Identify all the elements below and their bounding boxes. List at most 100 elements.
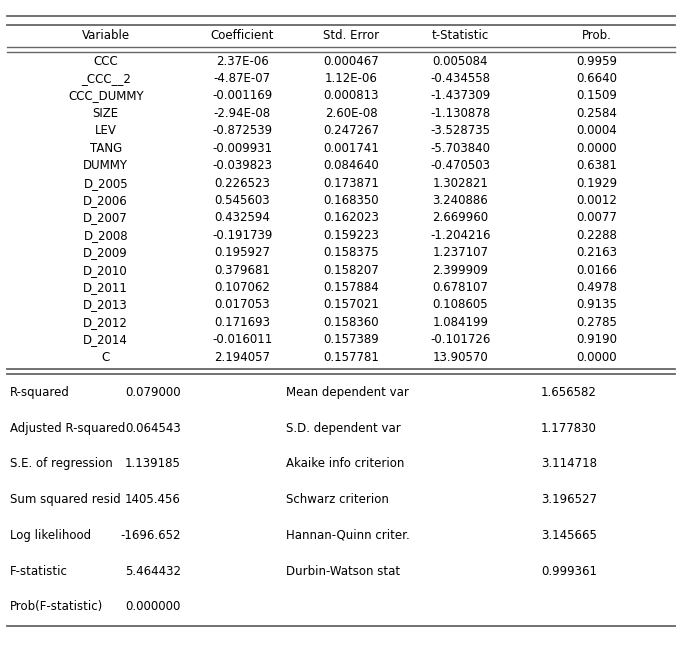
Text: 13.90570: 13.90570 <box>432 351 488 364</box>
Text: 0.999361: 0.999361 <box>541 565 597 578</box>
Text: -2.94E-08: -2.94E-08 <box>213 107 271 120</box>
Text: Prob.: Prob. <box>582 29 612 42</box>
Text: 0.2584: 0.2584 <box>576 107 617 120</box>
Text: 0.157389: 0.157389 <box>323 333 379 346</box>
Text: 0.9959: 0.9959 <box>576 55 617 68</box>
Text: 0.1509: 0.1509 <box>576 90 617 103</box>
Text: Coefficient: Coefficient <box>210 29 274 42</box>
Text: D_2011: D_2011 <box>83 281 128 294</box>
Text: 0.000467: 0.000467 <box>323 55 379 68</box>
Text: Adjusted R-squared: Adjusted R-squared <box>10 422 125 435</box>
Text: Sum squared resid: Sum squared resid <box>10 493 121 506</box>
Text: -1.130878: -1.130878 <box>430 107 490 120</box>
Text: -0.470503: -0.470503 <box>430 159 490 172</box>
Text: 0.2288: 0.2288 <box>576 229 617 242</box>
Text: -0.872539: -0.872539 <box>212 124 272 137</box>
Text: -0.191739: -0.191739 <box>212 229 272 242</box>
Text: 0.2163: 0.2163 <box>576 246 617 259</box>
Text: R-squared: R-squared <box>10 386 70 399</box>
Text: -0.009931: -0.009931 <box>212 142 272 155</box>
Text: 0.157884: 0.157884 <box>323 281 379 294</box>
Text: D_2006: D_2006 <box>83 194 128 207</box>
Text: 2.399909: 2.399909 <box>432 264 488 277</box>
Text: 0.0000: 0.0000 <box>576 351 617 364</box>
Text: D_2005: D_2005 <box>83 177 128 190</box>
Text: 2.60E-08: 2.60E-08 <box>325 107 378 120</box>
Text: 0.0004: 0.0004 <box>576 124 617 137</box>
Text: D_2012: D_2012 <box>83 316 128 329</box>
Text: -1.437309: -1.437309 <box>430 90 490 103</box>
Text: F-statistic: F-statistic <box>10 565 68 578</box>
Text: S.E. of regression: S.E. of regression <box>10 458 113 471</box>
Text: 0.159223: 0.159223 <box>323 229 379 242</box>
Text: D_2007: D_2007 <box>83 211 128 224</box>
Text: 1.656582: 1.656582 <box>541 386 597 399</box>
Text: D_2008: D_2008 <box>83 229 128 242</box>
Text: CCC: CCC <box>93 55 118 68</box>
Text: 1.139185: 1.139185 <box>125 458 181 471</box>
Text: Mean dependent var: Mean dependent var <box>286 386 409 399</box>
Text: DUMMY: DUMMY <box>83 159 128 172</box>
Text: LEV: LEV <box>95 124 117 137</box>
Text: 0.9135: 0.9135 <box>576 298 617 311</box>
Text: 0.005084: 0.005084 <box>432 55 488 68</box>
Text: Variable: Variable <box>82 29 130 42</box>
Text: 0.171693: 0.171693 <box>214 316 270 329</box>
Text: 0.1929: 0.1929 <box>576 177 617 190</box>
Text: 0.0166: 0.0166 <box>576 264 617 277</box>
Text: 0.432594: 0.432594 <box>214 211 270 224</box>
Text: C: C <box>102 351 110 364</box>
Text: 0.9190: 0.9190 <box>576 333 617 346</box>
Text: 1.12E-06: 1.12E-06 <box>325 72 378 85</box>
Text: Akaike info criterion: Akaike info criterion <box>286 458 405 471</box>
Text: 0.000813: 0.000813 <box>323 90 379 103</box>
Text: SIZE: SIZE <box>93 107 119 120</box>
Text: Schwarz criterion: Schwarz criterion <box>286 493 389 506</box>
Text: D_2009: D_2009 <box>83 246 128 259</box>
Text: 0.084640: 0.084640 <box>323 159 379 172</box>
Text: 0.6640: 0.6640 <box>576 72 617 85</box>
Text: 1.302821: 1.302821 <box>432 177 488 190</box>
Text: -4.87E-07: -4.87E-07 <box>213 72 271 85</box>
Text: 0.195927: 0.195927 <box>214 246 270 259</box>
Text: -3.528735: -3.528735 <box>430 124 490 137</box>
Text: 0.064543: 0.064543 <box>125 422 181 435</box>
Text: 0.157021: 0.157021 <box>323 298 379 311</box>
Text: 3.114718: 3.114718 <box>541 458 597 471</box>
Text: _CCC__2: _CCC__2 <box>80 72 131 85</box>
Text: Hannan-Quinn criter.: Hannan-Quinn criter. <box>286 529 410 542</box>
Text: 1.237107: 1.237107 <box>432 246 488 259</box>
Text: 2.194057: 2.194057 <box>214 351 270 364</box>
Text: 0.162023: 0.162023 <box>323 211 379 224</box>
Text: 0.2785: 0.2785 <box>576 316 617 329</box>
Text: 0.158207: 0.158207 <box>323 264 379 277</box>
Text: 0.157781: 0.157781 <box>323 351 379 364</box>
Text: t-Statistic: t-Statistic <box>432 29 489 42</box>
Text: Durbin-Watson stat: Durbin-Watson stat <box>286 565 400 578</box>
Text: D_2010: D_2010 <box>83 264 128 277</box>
Text: 0.6381: 0.6381 <box>576 159 617 172</box>
Text: 0.0012: 0.0012 <box>576 194 617 207</box>
Text: 0.173871: 0.173871 <box>323 177 379 190</box>
Text: 0.079000: 0.079000 <box>125 386 181 399</box>
Text: 0.158360: 0.158360 <box>323 316 379 329</box>
Text: S.D. dependent var: S.D. dependent var <box>286 422 401 435</box>
Text: 1.177830: 1.177830 <box>541 422 597 435</box>
Text: 0.4978: 0.4978 <box>576 281 617 294</box>
Text: -1.204216: -1.204216 <box>430 229 490 242</box>
Text: -0.016011: -0.016011 <box>212 333 272 346</box>
Text: 5.464432: 5.464432 <box>125 565 181 578</box>
Text: -0.039823: -0.039823 <box>212 159 272 172</box>
Text: D_2014: D_2014 <box>83 333 128 346</box>
Text: 0.226523: 0.226523 <box>214 177 270 190</box>
Text: 0.545603: 0.545603 <box>214 194 270 207</box>
Text: 2.37E-06: 2.37E-06 <box>216 55 269 68</box>
Text: -1696.652: -1696.652 <box>120 529 181 542</box>
Text: 0.678107: 0.678107 <box>432 281 488 294</box>
Text: 3.240886: 3.240886 <box>432 194 488 207</box>
Text: D_2013: D_2013 <box>83 298 128 311</box>
Text: 0.108605: 0.108605 <box>432 298 488 311</box>
Text: 0.158375: 0.158375 <box>323 246 379 259</box>
Text: 1.084199: 1.084199 <box>432 316 488 329</box>
Text: 1405.456: 1405.456 <box>125 493 181 506</box>
